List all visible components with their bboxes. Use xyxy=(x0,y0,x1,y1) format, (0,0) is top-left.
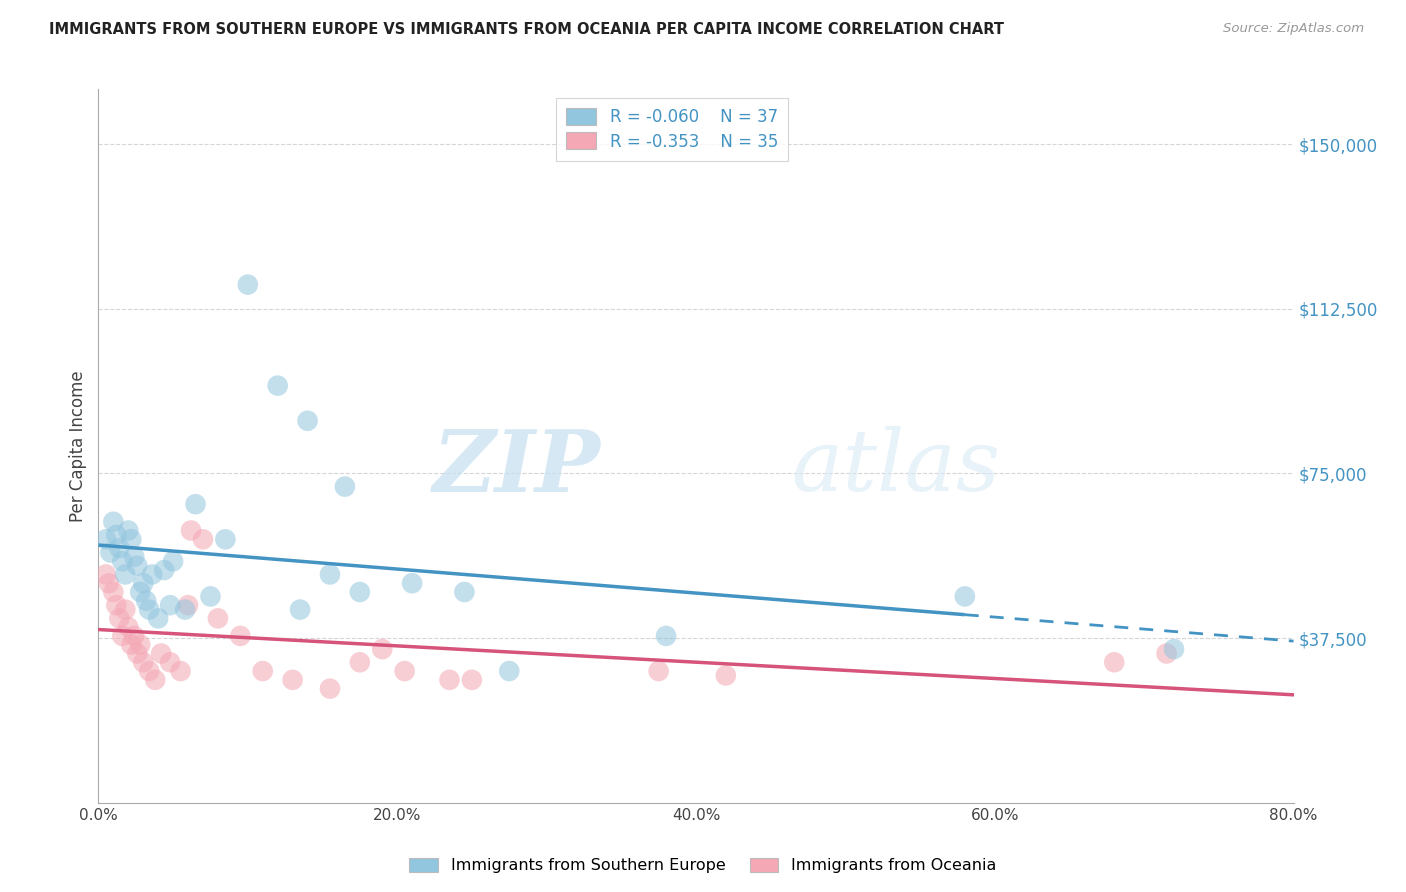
Point xyxy=(319,567,342,582)
Point xyxy=(394,664,416,678)
Point xyxy=(108,541,131,555)
Point xyxy=(148,611,170,625)
Point xyxy=(252,664,274,678)
Point xyxy=(127,647,149,661)
Point xyxy=(138,602,160,616)
Point xyxy=(94,533,117,547)
Point xyxy=(159,655,181,669)
Point xyxy=(288,602,311,616)
Point xyxy=(120,638,142,652)
Point xyxy=(1156,647,1178,661)
Point xyxy=(162,554,184,568)
Point xyxy=(236,277,259,292)
Point xyxy=(117,620,139,634)
Legend: Immigrants from Southern Europe, Immigrants from Oceania: Immigrants from Southern Europe, Immigra… xyxy=(404,851,1002,880)
Point xyxy=(103,515,125,529)
Point xyxy=(319,681,342,696)
Text: Source: ZipAtlas.com: Source: ZipAtlas.com xyxy=(1223,22,1364,36)
Point xyxy=(103,585,125,599)
Point xyxy=(169,664,191,678)
Text: IMMIGRANTS FROM SOUTHERN EUROPE VS IMMIGRANTS FROM OCEANIA PER CAPITA INCOME COR: IMMIGRANTS FROM SOUTHERN EUROPE VS IMMIG… xyxy=(49,22,1004,37)
Point xyxy=(129,585,152,599)
Point xyxy=(132,576,155,591)
Text: atlas: atlas xyxy=(792,426,1001,508)
Point xyxy=(174,602,197,616)
Point xyxy=(180,524,202,538)
Point xyxy=(141,567,163,582)
Point xyxy=(297,414,319,428)
Point xyxy=(138,664,160,678)
Point xyxy=(714,668,737,682)
Point xyxy=(267,378,290,392)
Point xyxy=(159,598,181,612)
Point xyxy=(184,497,207,511)
Point xyxy=(105,598,128,612)
Point xyxy=(117,524,139,538)
Point xyxy=(953,590,976,604)
Point xyxy=(647,664,669,678)
Point xyxy=(153,563,176,577)
Point xyxy=(127,558,149,573)
Point xyxy=(132,655,155,669)
Point xyxy=(143,673,166,687)
Point xyxy=(461,673,484,687)
Point xyxy=(94,567,117,582)
Point xyxy=(1104,655,1126,669)
Point xyxy=(191,533,214,547)
Point xyxy=(349,655,371,669)
Point xyxy=(111,554,134,568)
Point xyxy=(150,647,173,661)
Point xyxy=(333,480,356,494)
Y-axis label: Per Capita Income: Per Capita Income xyxy=(69,370,87,522)
Point xyxy=(349,585,371,599)
Point xyxy=(281,673,304,687)
Text: ZIP: ZIP xyxy=(433,425,600,509)
Point xyxy=(1163,642,1185,657)
Point xyxy=(200,590,222,604)
Point xyxy=(108,611,131,625)
Point xyxy=(439,673,461,687)
Point xyxy=(129,638,152,652)
Legend: R = -0.060    N = 37, R = -0.353    N = 35: R = -0.060 N = 37, R = -0.353 N = 35 xyxy=(557,97,787,161)
Point xyxy=(97,576,120,591)
Point xyxy=(655,629,678,643)
Point xyxy=(114,567,136,582)
Point xyxy=(401,576,423,591)
Point xyxy=(453,585,475,599)
Point xyxy=(111,629,134,643)
Point xyxy=(229,629,252,643)
Point xyxy=(214,533,236,547)
Point xyxy=(120,533,142,547)
Point xyxy=(177,598,200,612)
Point xyxy=(371,642,394,657)
Point xyxy=(498,664,520,678)
Point xyxy=(124,549,146,564)
Point xyxy=(114,602,136,616)
Point xyxy=(135,594,157,608)
Point xyxy=(207,611,229,625)
Point xyxy=(98,545,122,559)
Point xyxy=(105,528,128,542)
Point xyxy=(124,629,146,643)
